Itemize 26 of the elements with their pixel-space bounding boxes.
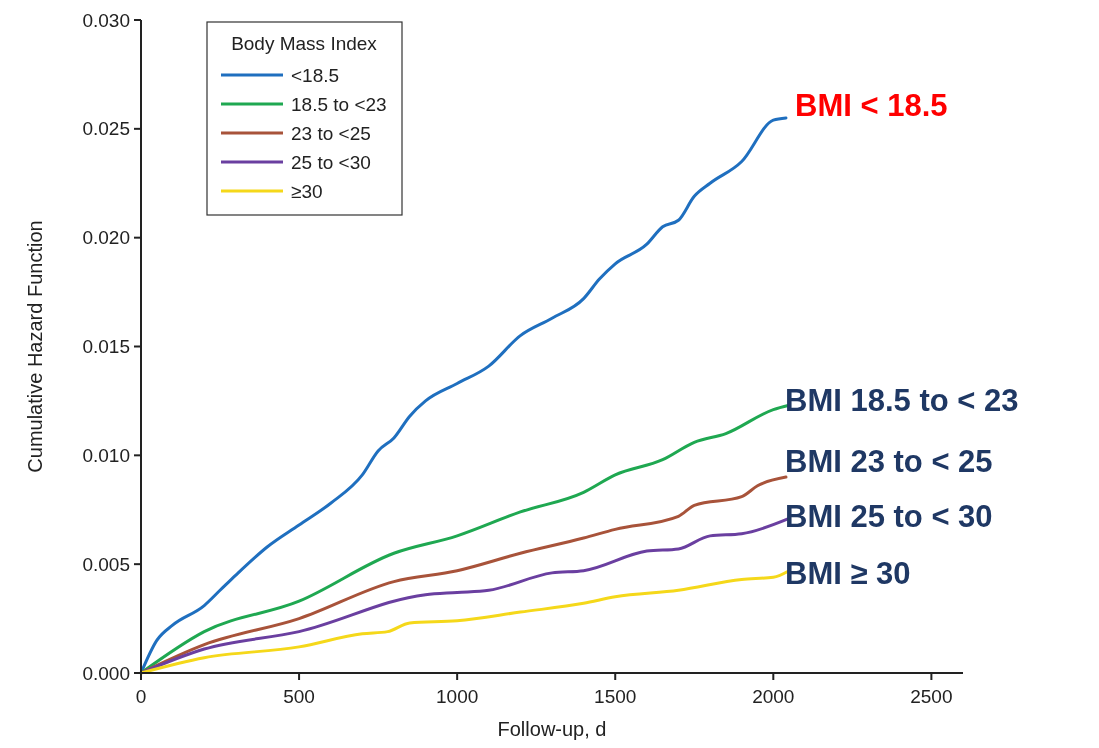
y-tick-label: 0.020 (82, 227, 130, 249)
y-axis-title: Cumulative Hazard Function (24, 220, 46, 473)
y-tick-label: 0.030 (82, 9, 130, 31)
x-tick-label: 500 (283, 686, 315, 707)
legend-label: 25 to <30 (291, 151, 371, 173)
legend-label: ≥30 (291, 180, 323, 202)
legend-label: 23 to <25 (291, 122, 371, 144)
y-tick-label: 0.005 (82, 553, 130, 575)
x-tick-label: 2500 (910, 686, 953, 707)
y-tick-label: 0.010 (82, 444, 130, 466)
annotation: BMI 18.5 to < 23 (785, 382, 1019, 418)
y-tick-label: 0.025 (82, 118, 130, 140)
legend-label: <18.5 (291, 64, 340, 86)
x-tick-label: 1500 (594, 686, 637, 707)
legend-label: 18.5 to <23 (291, 93, 387, 115)
x-tick-label: 0 (135, 686, 147, 707)
y-tick-label: 0.015 (82, 336, 130, 358)
legend-title: Body Mass Index (231, 33, 378, 54)
annotation: BMI 23 to < 25 (785, 443, 993, 479)
x-tick-label: 2000 (752, 686, 795, 707)
annotation: BMI < 18.5 (795, 87, 948, 123)
y-tick-label: 0.000 (82, 662, 130, 684)
x-tick-label: 1000 (436, 686, 479, 707)
annotation: BMI ≥ 30 (785, 555, 911, 591)
x-axis-title: Follow-up, d (497, 718, 607, 740)
annotation: BMI 25 to < 30 (785, 498, 993, 534)
